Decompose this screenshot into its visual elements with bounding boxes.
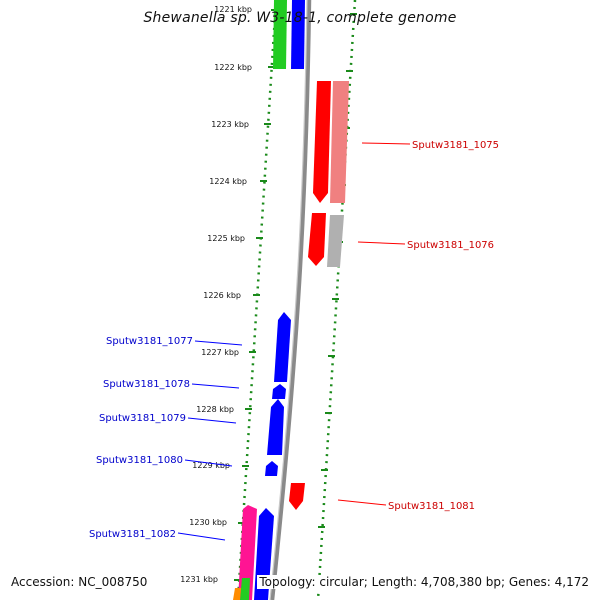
gene-g8[interactable] xyxy=(265,461,278,476)
gene-g7[interactable] xyxy=(267,399,284,455)
gene-g3-companion[interactable] xyxy=(330,81,349,203)
connector-1081 xyxy=(337,499,387,506)
connector-1082 xyxy=(177,532,226,541)
tick-label: 1223 kbp xyxy=(211,120,249,129)
tick-labels: 1221 kbp 1222 kbp 1223 kbp 1224 kbp 1225… xyxy=(180,5,252,584)
tick-label: 1231 kbp xyxy=(180,575,218,584)
gene-g4-companion[interactable] xyxy=(327,215,344,267)
backbone-highlight xyxy=(269,0,308,600)
gene-g3[interactable] xyxy=(313,81,331,203)
gene-label[interactable]: Sputw3181_1081 xyxy=(388,501,475,512)
connector-1077 xyxy=(194,340,243,346)
connector-1080 xyxy=(184,459,233,467)
gene-label[interactable]: Sputw3181_1076 xyxy=(407,240,494,251)
gene-features xyxy=(233,0,349,600)
gene-label[interactable]: Sputw3181_1078 xyxy=(103,379,190,390)
connector-1078 xyxy=(191,383,240,389)
tick-label: 1222 kbp xyxy=(214,63,252,72)
gene-orange-fragment[interactable] xyxy=(233,588,241,600)
backbone-line xyxy=(269,0,312,600)
gene-g6[interactable] xyxy=(272,384,286,399)
tick-label: 1228 kbp xyxy=(196,405,234,414)
gene-labels: Sputw3181_1075 Sputw3181_1076 Sputw3181_… xyxy=(89,140,499,540)
gene-g5[interactable] xyxy=(274,312,291,382)
tick-label: 1229 kbp xyxy=(192,461,230,470)
tick-label: 1221 kbp xyxy=(214,5,252,14)
tick-label: 1226 kbp xyxy=(203,291,241,300)
gene-g2[interactable] xyxy=(273,0,287,69)
tick-label: 1224 kbp xyxy=(209,177,247,186)
tick-label: 1230 kbp xyxy=(189,518,227,527)
gene-label[interactable]: Sputw3181_1075 xyxy=(412,140,499,151)
gene-g10[interactable] xyxy=(238,505,257,600)
connector-1075 xyxy=(361,142,411,145)
gene-label[interactable]: Sputw3181_1079 xyxy=(99,413,186,424)
accession-text: Accession: NC_008750 xyxy=(9,575,150,589)
gene-label[interactable]: Sputw3181_1077 xyxy=(106,336,193,347)
connector-1079 xyxy=(187,417,237,424)
connector-1076 xyxy=(357,241,406,245)
gene-label[interactable]: Sputw3181_1080 xyxy=(96,455,183,466)
gene-g9[interactable] xyxy=(289,483,305,510)
genome-title: Shewanella sp. W3-18-1, complete genome xyxy=(143,10,457,26)
tick-label: 1225 kbp xyxy=(207,234,245,243)
gene-g4[interactable] xyxy=(308,213,326,266)
gene-label[interactable]: Sputw3181_1082 xyxy=(89,529,176,540)
tick-label: 1227 kbp xyxy=(201,348,239,357)
label-connectors xyxy=(177,142,411,541)
gene-g1[interactable] xyxy=(291,0,305,69)
gene-green-fragment[interactable] xyxy=(240,578,250,600)
genome-summary-text: Topology: circular; Length: 4,708,380 bp… xyxy=(257,575,591,589)
